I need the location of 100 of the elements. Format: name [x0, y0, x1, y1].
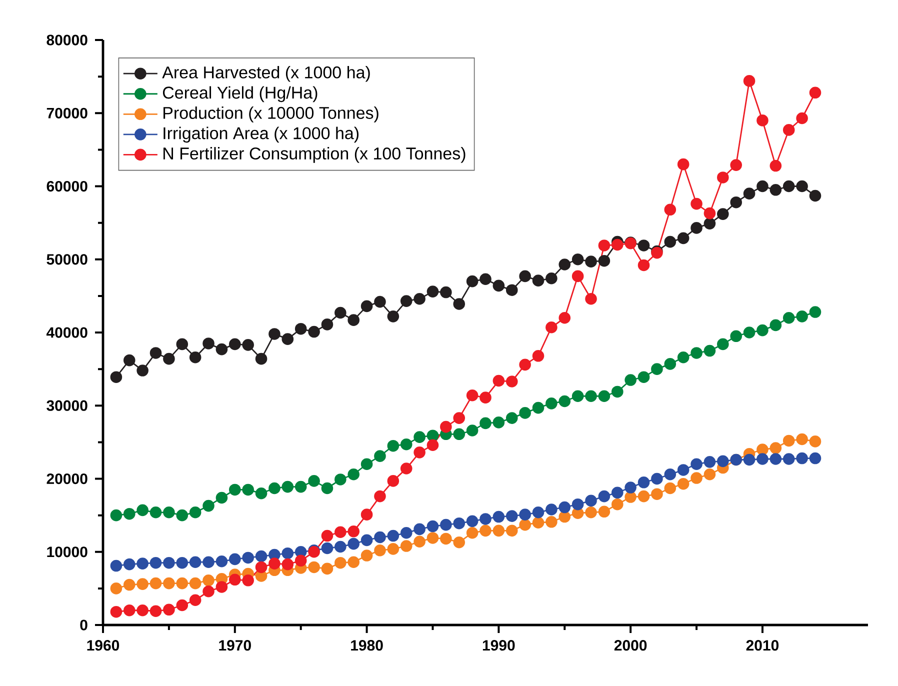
y-tick-label: 60000: [46, 180, 88, 192]
point: [598, 240, 610, 252]
point: [492, 374, 505, 387]
point: [546, 504, 558, 516]
point: [216, 343, 228, 356]
point: [704, 344, 716, 357]
point: [532, 274, 544, 286]
y-tick-label: 10000: [47, 546, 88, 558]
point: [123, 558, 136, 570]
point: [268, 482, 280, 494]
point: [334, 526, 346, 538]
point: [426, 286, 439, 298]
point: [770, 453, 782, 465]
point: [492, 280, 505, 292]
point: [334, 474, 346, 486]
point: [400, 526, 412, 539]
point: [110, 582, 122, 594]
point: [163, 352, 175, 365]
point: [202, 500, 214, 512]
point: [374, 450, 386, 462]
point: [440, 518, 452, 531]
point: [690, 222, 702, 234]
point: [387, 530, 400, 542]
point: [189, 506, 202, 518]
point: [506, 284, 518, 296]
point: [360, 534, 373, 546]
point: [598, 390, 610, 402]
point: [704, 468, 716, 480]
point: [638, 490, 650, 502]
point: [704, 218, 716, 230]
legend-label: N Fertilizer Consumption (x 100 Tonnes): [164, 147, 466, 163]
y-tick-label: 30000: [46, 400, 88, 411]
point: [110, 560, 122, 572]
point: [782, 180, 795, 192]
point: [809, 190, 822, 202]
point: [480, 513, 492, 525]
point: [585, 292, 597, 305]
point: [202, 585, 214, 598]
point: [150, 605, 162, 618]
point: [466, 526, 478, 539]
point: [348, 314, 360, 326]
point: [717, 455, 729, 468]
point: [611, 238, 624, 251]
point: [730, 159, 742, 171]
point: [598, 506, 610, 518]
legend-label: Production (x 10000 Tonnes): [164, 106, 378, 122]
point: [453, 412, 466, 424]
point: [414, 292, 426, 305]
point: [677, 232, 690, 244]
point: [638, 259, 650, 272]
point: [506, 524, 518, 537]
point: [677, 158, 690, 170]
point: [664, 236, 676, 248]
point: [690, 198, 702, 210]
point: [123, 604, 136, 616]
point: [189, 556, 202, 568]
legend-label: Irrigation Area (x 1000 ha): [164, 126, 358, 143]
point: [796, 452, 808, 464]
point: [598, 254, 610, 267]
point: [546, 516, 558, 528]
point: [334, 556, 346, 569]
point: [282, 547, 294, 560]
point: [756, 114, 768, 126]
point: [216, 492, 228, 504]
point: [110, 606, 122, 618]
point: [506, 510, 518, 522]
point: [189, 577, 202, 590]
point: [572, 253, 584, 266]
point: [387, 543, 400, 555]
point: [348, 526, 360, 538]
point: [400, 540, 412, 552]
point: [110, 509, 122, 522]
point: [453, 536, 466, 548]
point: [374, 544, 386, 556]
point: [202, 556, 214, 568]
point: [414, 523, 426, 536]
point: [242, 484, 254, 496]
legend-label: Cereal Yield (Hg/Ha): [162, 86, 318, 102]
point: [242, 574, 254, 586]
point: [150, 506, 162, 518]
point: [480, 273, 492, 286]
point: [572, 390, 584, 402]
point: [453, 298, 466, 310]
point: [717, 208, 729, 220]
y-tick-label: 70000: [46, 108, 88, 118]
point: [255, 561, 268, 574]
point: [308, 561, 320, 574]
point: [453, 517, 466, 530]
point: [572, 498, 584, 510]
y-tick-label: 0: [80, 620, 88, 630]
point: [717, 338, 729, 350]
point: [770, 442, 782, 454]
point: [426, 532, 439, 544]
point: [348, 538, 360, 550]
point: [519, 407, 531, 419]
point: [360, 300, 373, 312]
point: [348, 468, 360, 480]
point: [809, 306, 822, 318]
x-tick-label: 1970: [219, 640, 251, 651]
point: [136, 364, 148, 376]
